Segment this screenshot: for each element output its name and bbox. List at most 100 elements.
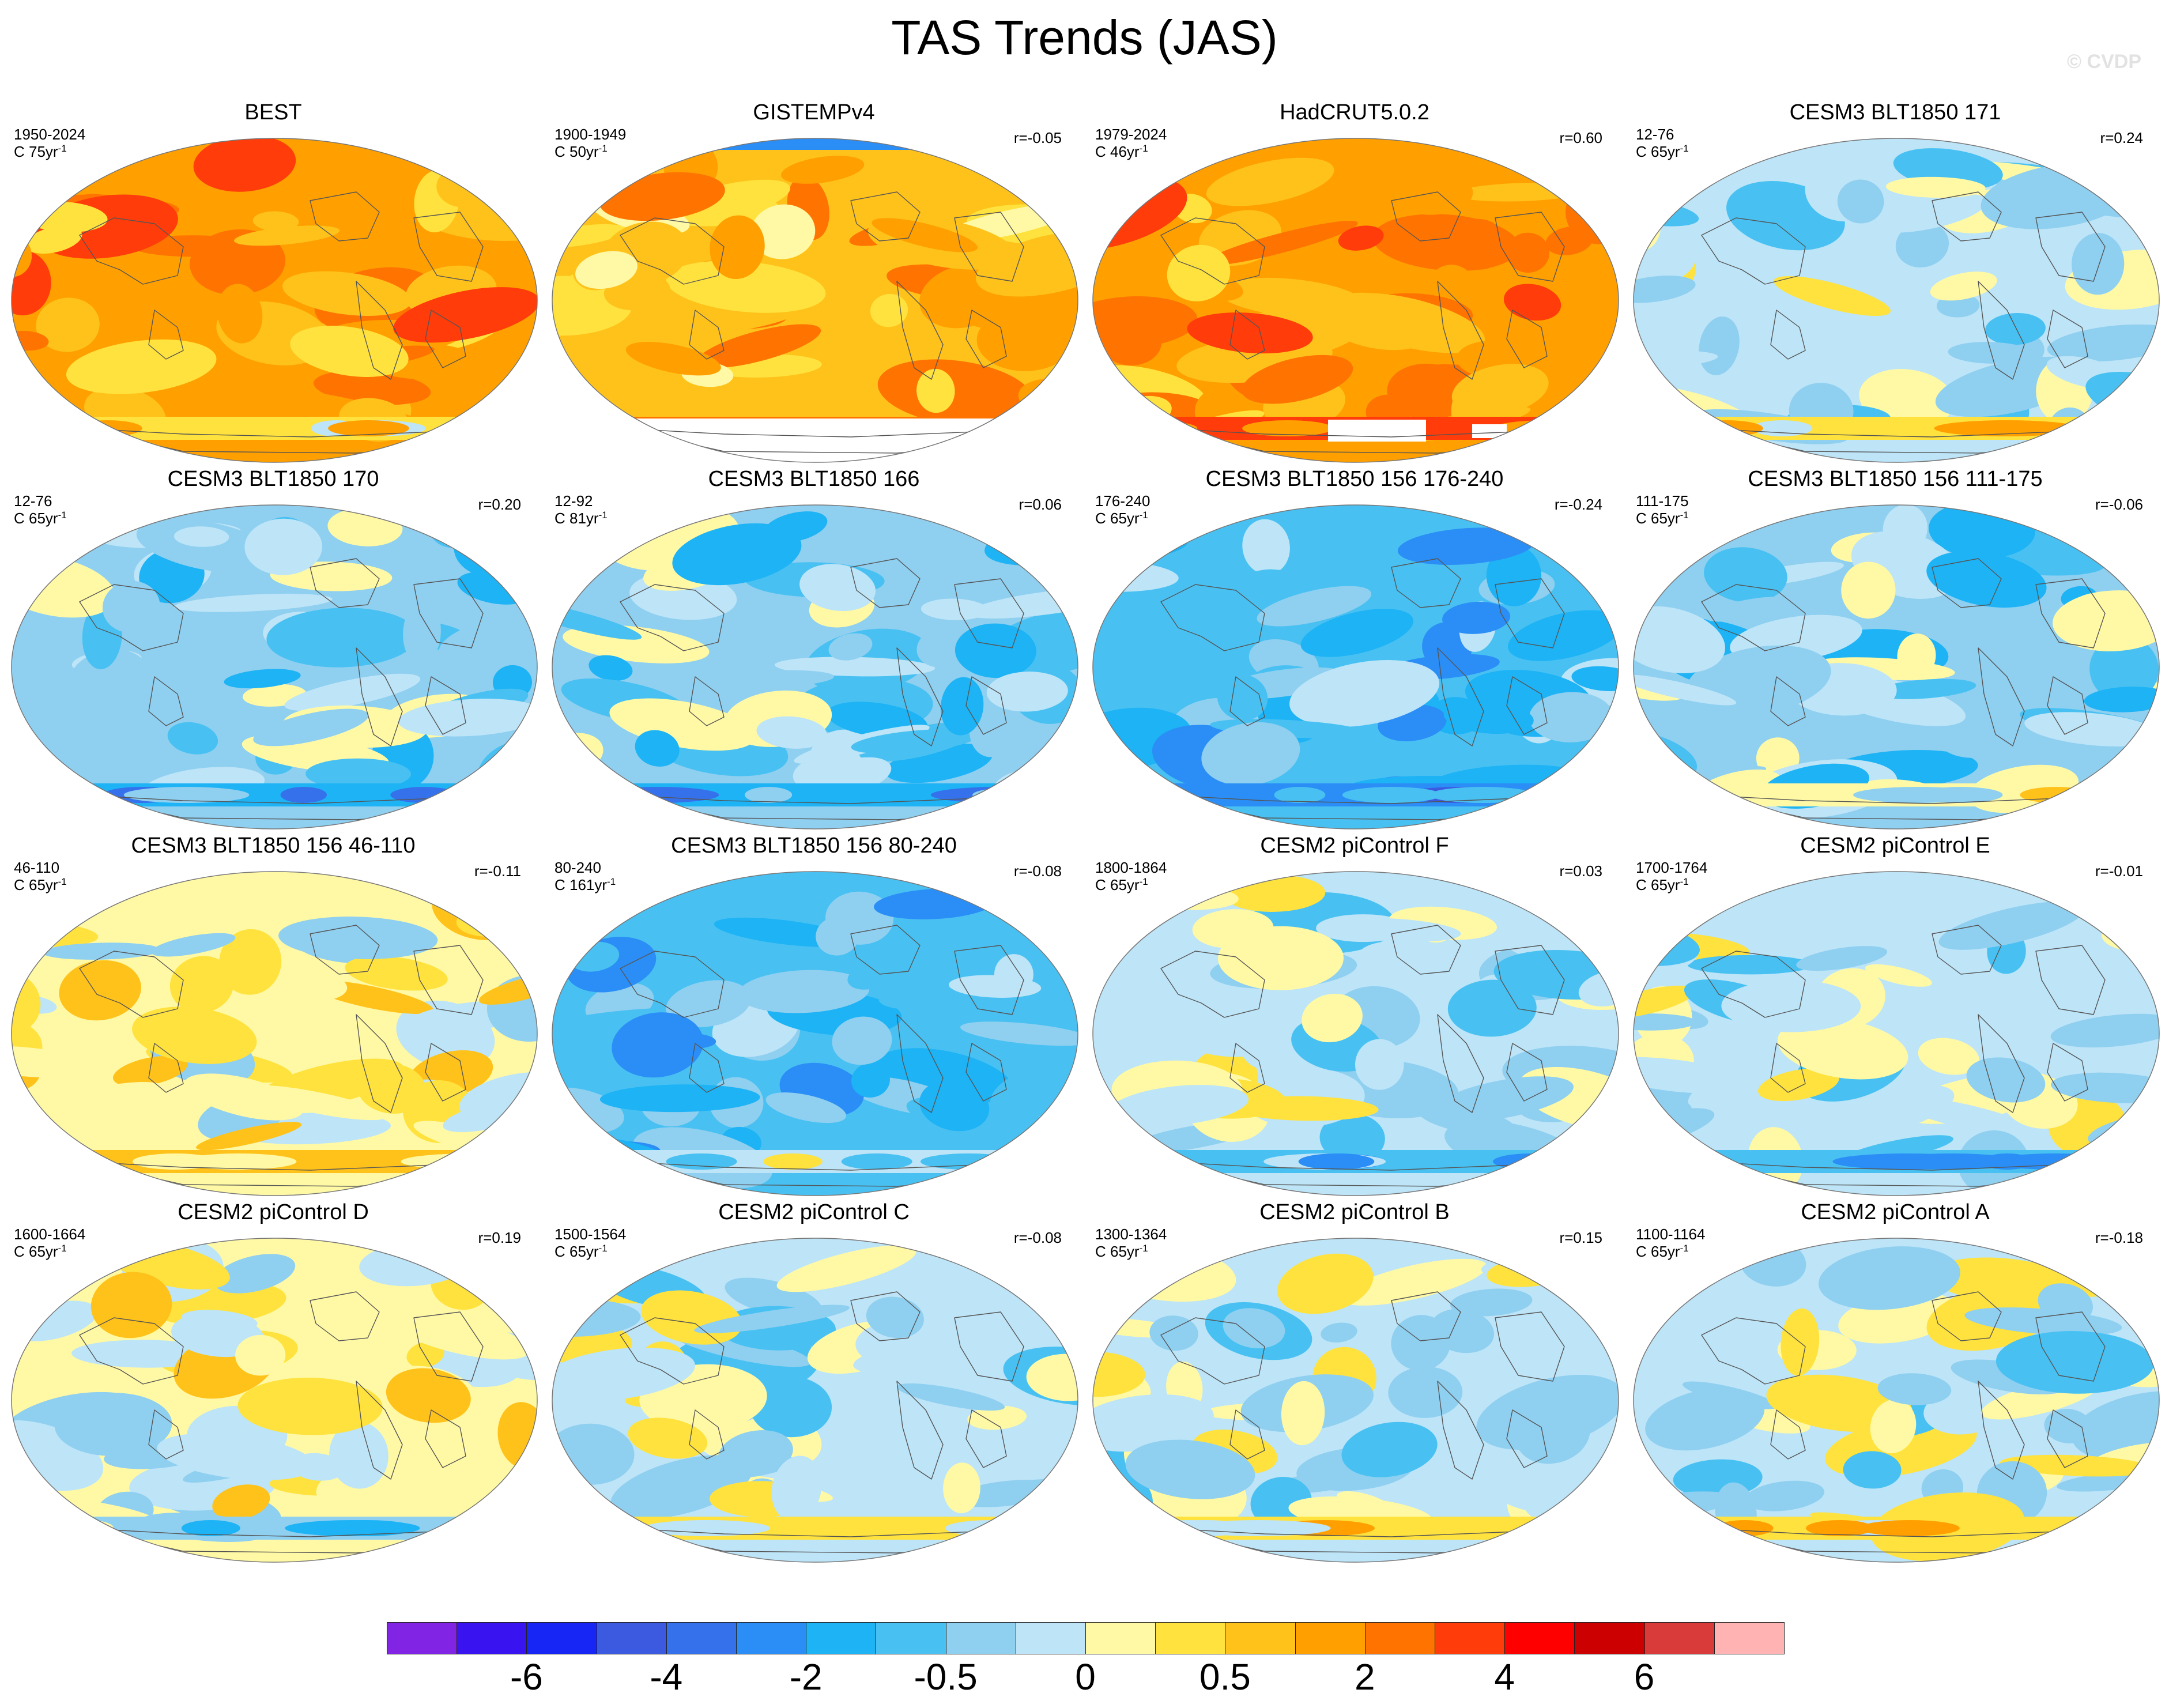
colorbar-swatch (526, 1622, 597, 1654)
anomaly-blob (157, 1433, 315, 1480)
anomaly-blob (1204, 221, 1358, 266)
colorbar-swatch (1155, 1622, 1226, 1654)
panel-correlation: r=-0.06 (2095, 496, 2143, 513)
southern-ocean-extreme (920, 1153, 1017, 1170)
anomaly-blob (69, 649, 148, 704)
panel-period: 1900-1949 (554, 126, 627, 143)
anomaly-blob (704, 670, 835, 689)
anomaly-blob (1634, 674, 1737, 706)
anomaly-blob (1391, 1315, 1451, 1371)
anomaly-blob (828, 633, 873, 661)
trend-map (1092, 504, 1619, 830)
southern-ocean-extreme (1342, 787, 1441, 803)
anomaly-blob (54, 1393, 172, 1456)
coastline (79, 1317, 184, 1385)
anomaly-blob (1223, 1308, 1285, 1349)
colorbar-tick-label: 2 (1355, 1656, 1375, 1698)
anomaly-blob (478, 972, 537, 1005)
coastline (896, 647, 944, 746)
panel-length: C 50yr-1 (554, 143, 608, 160)
coastline (2035, 945, 2106, 1015)
panel-length: C 65yr-1 (1095, 876, 1148, 893)
southern-ocean-extreme (1853, 787, 1982, 803)
southern-ocean-extreme (1274, 787, 1326, 803)
anomaly-blob (1289, 660, 1440, 727)
anomaly-blob (851, 729, 978, 754)
anomaly-blob (2044, 1409, 2092, 1443)
anomaly-blob (2131, 1473, 2159, 1510)
panel-length-text: C 65yr (1636, 143, 1680, 160)
anomaly-blob (167, 722, 218, 755)
panel-period: 1300-1364 (1095, 1226, 1167, 1243)
coastline (425, 676, 466, 735)
trend-map (1633, 138, 2160, 463)
panel-length-exponent: -1 (1680, 1243, 1689, 1254)
anomaly-blob (756, 716, 827, 749)
anomaly-blob (193, 138, 296, 192)
southern-ocean-extreme (1651, 787, 1713, 803)
coastline (2035, 1311, 2106, 1382)
anomaly-blob (1397, 527, 1535, 565)
anomaly-blob (694, 1304, 850, 1333)
coastline (1495, 212, 1565, 282)
coastline (1229, 1409, 1265, 1460)
coastline (1701, 217, 1806, 285)
map-panel: CESM3 BLT1850 166 12-92 C 81yr-1 r=0.06 (543, 466, 1085, 832)
anomaly-blob (1930, 272, 1997, 301)
panel-correlation: r=0.60 (1559, 129, 1602, 146)
coastline (1506, 676, 1548, 735)
anomaly-blob (1843, 1451, 1902, 1489)
anomaly-blob (2121, 172, 2159, 196)
anomaly-blob (1450, 218, 1507, 270)
anomaly-blob (1231, 1096, 1379, 1121)
coastline (1160, 584, 1265, 651)
colorbar-swatch (1644, 1622, 1715, 1654)
coastline (310, 925, 380, 975)
southern-ocean-extreme (745, 787, 793, 803)
anomaly-blob (943, 1462, 980, 1514)
panel-title: BEST (244, 100, 302, 125)
coastline (896, 1381, 944, 1480)
anomaly-blob (313, 370, 431, 405)
panel-length-text: C 65yr (554, 1243, 599, 1260)
southern-ocean-extreme (2020, 787, 2092, 803)
panel-title: CESM3 BLT1850 156 176-240 (1205, 467, 1504, 491)
anomaly-blob (776, 1245, 916, 1292)
anomaly-blob (1217, 674, 1268, 721)
anomaly-blob (599, 1084, 760, 1113)
colorbar-swatch (876, 1622, 946, 1654)
anomaly-blob (2050, 1013, 2159, 1048)
panel-length: C 65yr-1 (1636, 876, 1689, 893)
anomaly-blob (1938, 901, 2085, 950)
colorbar-tick-label: -2 (789, 1656, 823, 1698)
map-outline (1633, 138, 2160, 463)
map-panel: CESM3 BLT1850 156 111-175 111-175 C 65yr-1… (1624, 466, 2166, 832)
coastline (413, 212, 484, 282)
anomaly-blob (439, 610, 537, 663)
cvdp-watermark: © CVDP (2067, 51, 2141, 73)
anomaly-blob (2072, 1391, 2159, 1461)
anomaly-blob (196, 1122, 302, 1151)
panel-length-exponent: -1 (598, 1243, 608, 1254)
panel-title: HadCRUT5.0.2 (1280, 100, 1429, 125)
coastline (1391, 558, 1461, 608)
anomaly-blob (266, 608, 418, 668)
coastline (2047, 1409, 2088, 1468)
anomaly-blob (45, 152, 92, 171)
anomaly-blob (1895, 222, 1949, 267)
colorbar (387, 1622, 1785, 1654)
map-outline (552, 871, 1078, 1196)
coastline (1229, 310, 1265, 360)
anomaly-blob (612, 1012, 704, 1078)
coastline (896, 281, 944, 380)
map-outline (11, 138, 538, 463)
map-outline (1092, 504, 1619, 830)
anomaly-blob (853, 1344, 950, 1374)
coastline (356, 281, 403, 380)
anomaly-blob (2072, 233, 2125, 295)
anomaly-blob (975, 231, 1078, 297)
panel-title: CESM2 piControl C (718, 1200, 910, 1224)
map-panel: CESM2 piControl A 1100-1164 C 65yr-1 r=-0.1… (1624, 1199, 2166, 1566)
anomaly-blob (1877, 1373, 1952, 1405)
anomaly-blob (897, 1383, 1005, 1411)
